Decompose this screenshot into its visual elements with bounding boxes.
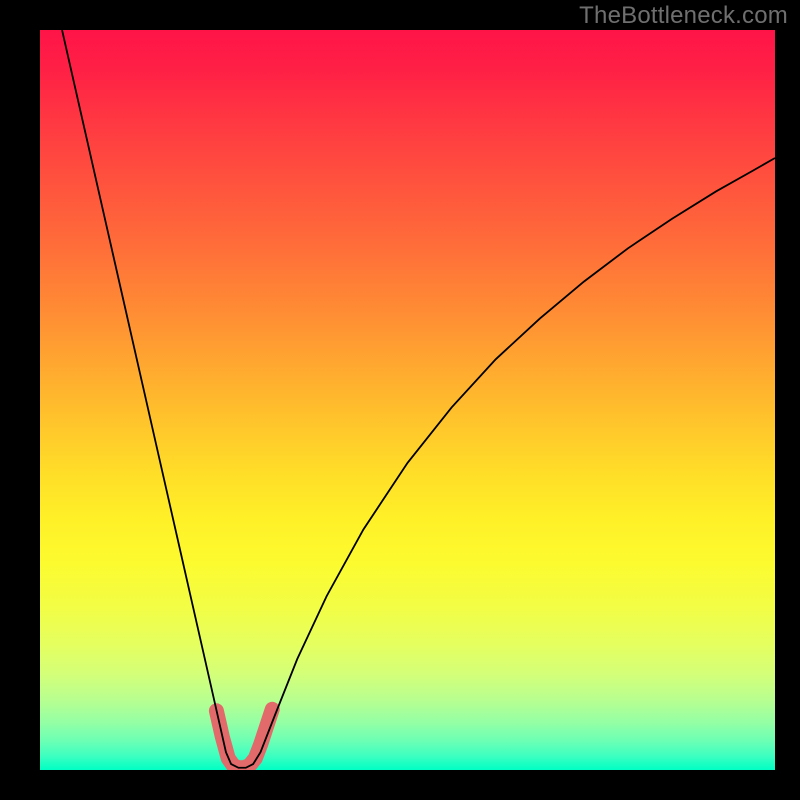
- gradient-background: [40, 30, 775, 770]
- plot-svg: [40, 30, 775, 770]
- watermark-text: TheBottleneck.com: [579, 2, 788, 30]
- plot-area: [40, 30, 775, 770]
- chart-frame: TheBottleneck.com: [0, 0, 800, 800]
